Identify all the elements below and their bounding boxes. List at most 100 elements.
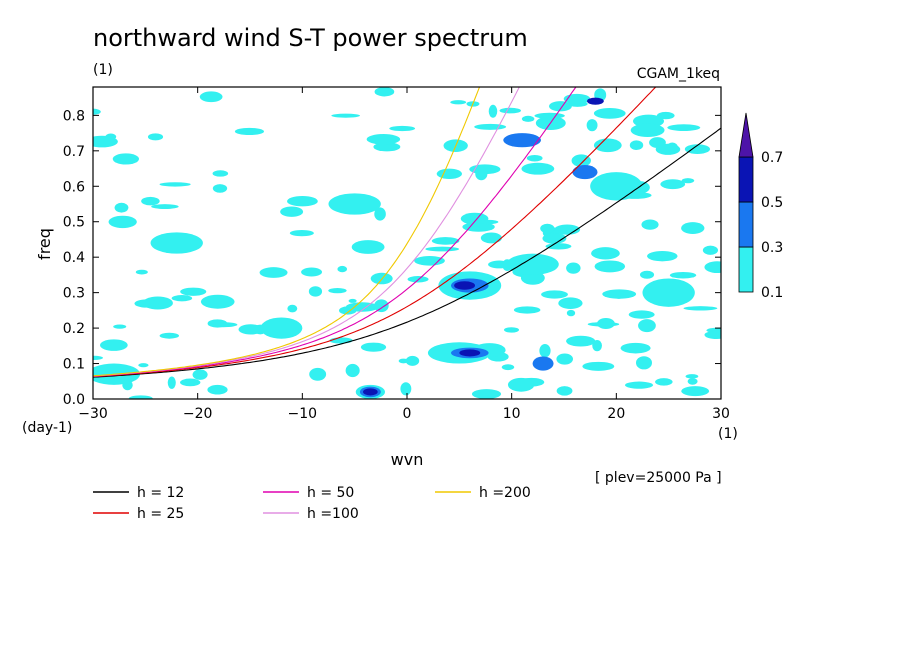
y-tick-label: 0.0 [63,392,85,408]
contour-patch [207,384,228,395]
contour-patch [602,289,637,299]
contour-patch [641,219,659,230]
contour-patch [649,137,666,148]
contour-patch [425,246,460,252]
contour-patch [93,135,118,148]
contour-patch [656,111,675,120]
contour-patch [234,127,265,136]
contour-patch [593,138,622,153]
contour-patch [628,310,655,319]
contour-level-0-1 [260,317,303,339]
y-tick-label: 0.8 [63,108,85,124]
colorbar-label: 0.3 [761,240,783,256]
y-unit-label: (day-1) [22,420,72,436]
contour-patch [545,243,572,250]
contour-patch [400,382,412,396]
legend-label: h = 25 [137,506,184,522]
contour-patch [207,319,228,328]
contour-patch [566,262,581,274]
contour-patch [556,353,574,365]
contour-level-0-5 [587,97,604,105]
contour-patch [620,342,651,354]
contour-patch [488,260,511,269]
contour-patch [556,386,573,396]
contour-patch [639,270,655,279]
contour-patch [625,381,654,389]
contour-patch [351,240,385,254]
contour-patch [471,389,502,399]
chart-subtitle-left: (1) [93,62,113,78]
contour-patch [212,170,229,177]
contour-patch [704,330,721,340]
contour-patch [259,267,288,278]
contour-patch [180,378,201,387]
contour-patch [398,358,409,364]
contour-patch [199,91,223,103]
contour-patch [630,123,665,138]
contour-patch [112,153,139,165]
contour-patch [405,355,420,366]
contour-patch [200,294,235,309]
plot-area [93,87,721,399]
contour-patch [503,327,520,333]
colorbar-label: 0.5 [761,195,783,211]
contour-patch [287,195,318,207]
contour-patch [141,196,160,206]
x-unit-label: (1) [718,426,738,442]
contour-patch [591,247,620,260]
y-tick-label: 0.2 [63,321,85,337]
contour-patch [431,237,460,245]
contour-patch [134,299,159,308]
curve-200 [93,87,481,377]
y-tick-label: 0.4 [63,250,85,266]
colorbar-extend-arrow [738,112,754,158]
contour-patch [138,363,149,368]
contour-patch [113,324,127,329]
x-tick-label: −10 [288,406,318,422]
legend: h = 12 h = 25 h = 50 h =100 h =200 [93,485,531,522]
contour-patch [513,306,541,314]
curve-50 [93,87,577,377]
contour-level-0-3 [503,133,541,148]
contour-level-0-1 [590,172,643,201]
contour-patch [280,206,304,217]
contour-patch [684,144,711,154]
y-tick-label: 0.1 [63,357,85,373]
contour-patch [93,108,101,115]
contour-level-0-1 [328,193,381,215]
contour-patch [474,123,507,130]
contour-patch [587,322,620,327]
contour-patch [563,93,591,104]
contour-patch [450,100,467,105]
legend-label: h = 12 [137,485,184,501]
contour-patch [108,215,137,229]
contour-patch [558,297,583,309]
colorbar-label: 0.7 [761,150,783,166]
contour-patch [331,113,361,118]
contour-patch [192,369,208,380]
contour-patch [539,344,551,358]
contour-patch [238,324,263,335]
contour-patch [685,374,699,379]
contour-patch [100,339,128,351]
contour-patch [301,267,323,277]
contour-patch [521,115,535,122]
contour-patch [151,204,179,210]
contour-patch [540,223,555,234]
contour-level-0-1 [150,232,203,254]
chart-subtitle-right: CGAM_1keq [637,66,720,82]
contour-patch [534,112,565,119]
contour-patch [374,207,386,221]
x-tick-label: 10 [503,406,521,422]
contour-patch [374,87,395,97]
contour-patch [147,133,164,141]
colorbar-segment [738,156,754,203]
contour-patch [289,229,314,237]
contour-patch [345,363,360,378]
contour-patch [526,154,543,162]
contour-patch [586,119,598,132]
contour-patch [655,378,673,386]
contour-patch [287,304,298,313]
contour-patch [660,179,686,190]
contour-patch [541,290,568,299]
